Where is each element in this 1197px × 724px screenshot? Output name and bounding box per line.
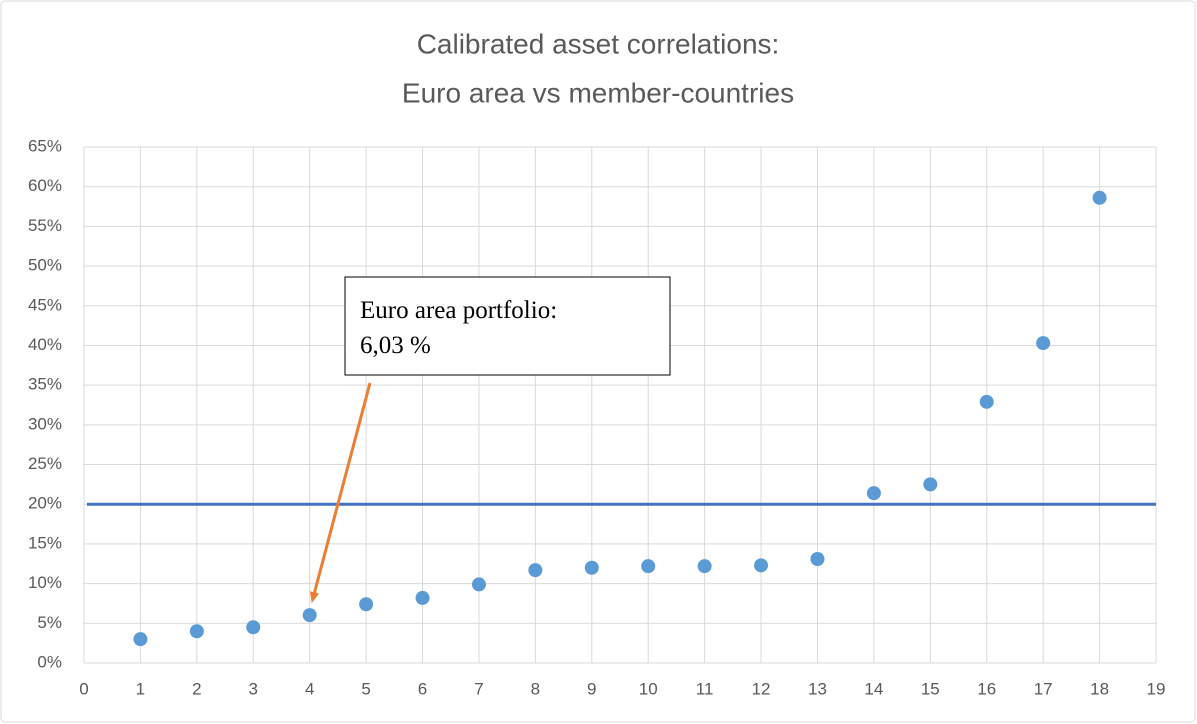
x-tick-label: 9 — [587, 679, 596, 698]
data-point — [979, 394, 994, 409]
x-tick-label: 0 — [79, 679, 88, 698]
y-tick-label: 0% — [37, 652, 62, 671]
x-tick-label: 3 — [249, 679, 258, 698]
y-tick-label: 10% — [28, 573, 62, 592]
x-tick-label: 10 — [639, 679, 658, 698]
x-tick-label: 8 — [531, 679, 540, 698]
data-point — [471, 577, 486, 592]
annotation-text: Euro area portfolio: — [360, 297, 557, 324]
data-point — [302, 608, 317, 623]
y-tick-label: 40% — [28, 335, 62, 354]
data-point — [189, 624, 204, 639]
data-point — [359, 597, 374, 612]
chart-title: Calibrated asset correlations: — [417, 28, 780, 59]
x-tick-label: 7 — [474, 679, 483, 698]
x-tick-label: 4 — [305, 679, 314, 698]
x-tick-label: 6 — [418, 679, 427, 698]
data-point — [528, 563, 543, 578]
x-tick-label: 17 — [1034, 679, 1053, 698]
y-tick-label: 5% — [37, 613, 62, 632]
data-point — [641, 559, 656, 574]
annotation-text: 6,03 % — [360, 332, 431, 359]
annotation-box — [344, 276, 671, 376]
data-point — [133, 632, 148, 647]
x-tick-label: 12 — [752, 679, 771, 698]
data-point — [1036, 336, 1051, 351]
arrow-head — [309, 591, 320, 604]
y-tick-label: 20% — [28, 494, 62, 513]
x-tick-label: 2 — [192, 679, 201, 698]
y-tick-label: 30% — [28, 414, 62, 433]
y-tick-label: 55% — [28, 216, 62, 235]
x-tick-label: 15 — [921, 679, 940, 698]
y-tick-label: 25% — [28, 454, 62, 473]
x-tick-label: 5 — [361, 679, 370, 698]
y-tick-label: 65% — [28, 136, 62, 155]
y-tick-label: 60% — [28, 176, 62, 195]
data-point — [923, 477, 938, 492]
x-tick-label: 14 — [864, 679, 883, 698]
data-point — [584, 560, 599, 575]
y-tick-label: 15% — [28, 533, 62, 552]
chart-title: Euro area vs member-countries — [402, 77, 794, 108]
annotation-arrow — [312, 382, 372, 595]
data-point — [1092, 190, 1107, 205]
x-tick-label: 18 — [1090, 679, 1109, 698]
data-point — [754, 558, 769, 573]
data-point — [415, 590, 430, 605]
y-tick-label: 45% — [28, 295, 62, 314]
data-point — [697, 559, 712, 574]
y-tick-label: 50% — [28, 256, 62, 275]
x-tick-label: 1 — [136, 679, 145, 698]
y-tick-label: 35% — [28, 375, 62, 394]
data-point — [866, 486, 881, 501]
x-tick-label: 11 — [696, 679, 714, 698]
x-tick-label: 19 — [1147, 679, 1166, 698]
x-tick-label: 16 — [977, 679, 996, 698]
x-tick-label: 13 — [808, 679, 827, 698]
data-point — [246, 620, 261, 635]
data-point — [810, 552, 825, 567]
